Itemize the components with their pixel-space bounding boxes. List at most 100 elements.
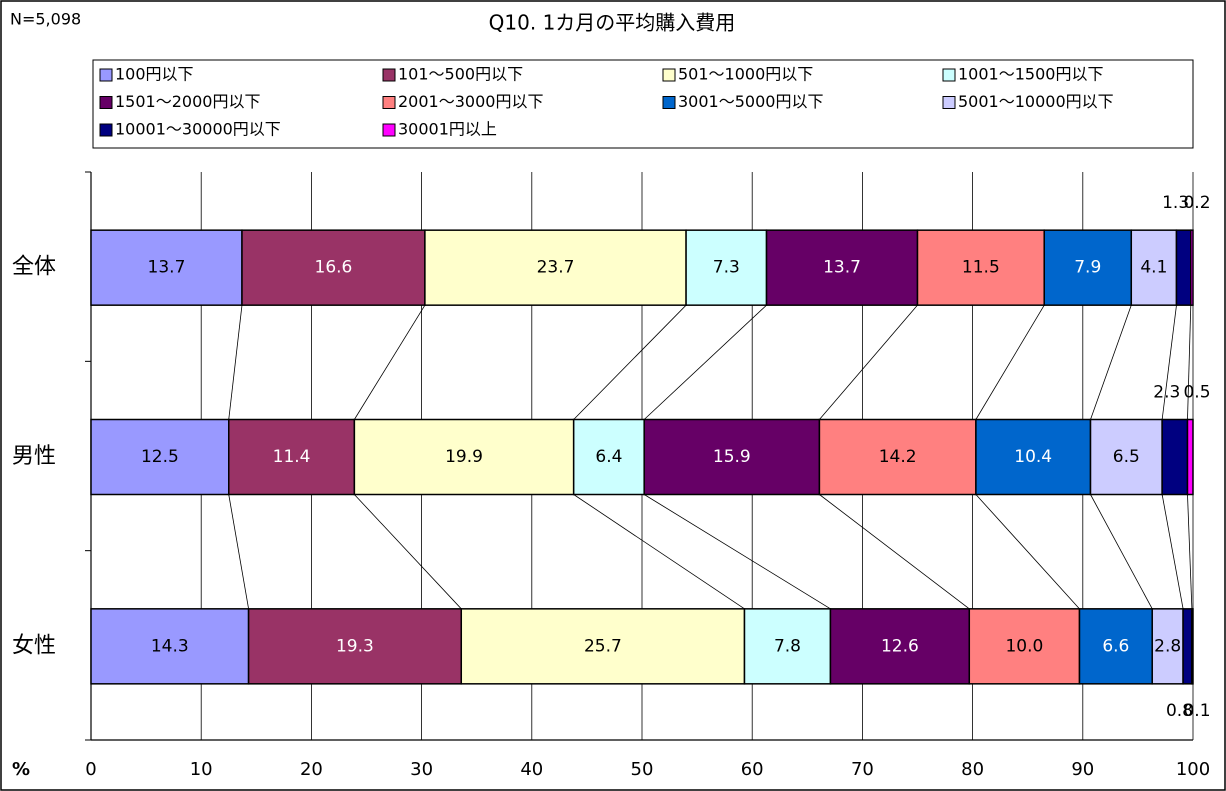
connector-line bbox=[1161, 494, 1184, 609]
data-label: 1.3 bbox=[1162, 193, 1189, 213]
x-tick-label: 40 bbox=[520, 759, 543, 780]
legend-label: 30001円以上 bbox=[398, 120, 497, 139]
data-label: 16.6 bbox=[315, 258, 353, 278]
bar-segment bbox=[1151, 608, 1184, 685]
connector-line bbox=[1187, 305, 1192, 420]
bar-segment bbox=[1191, 608, 1194, 685]
connector-line bbox=[354, 494, 462, 610]
bar-segment bbox=[1190, 229, 1194, 306]
sample-size: N=5,098 bbox=[10, 10, 81, 29]
data-label: 0.1 bbox=[1183, 701, 1210, 721]
bar-segment bbox=[353, 418, 575, 496]
legend-label: 100円以下 bbox=[115, 65, 194, 84]
connector-line bbox=[1187, 494, 1193, 609]
connector-line bbox=[573, 304, 687, 420]
x-tick-label: 0 bbox=[85, 759, 96, 780]
legend-swatch bbox=[382, 68, 396, 82]
bar-segment bbox=[685, 229, 768, 306]
x-tick-label: 70 bbox=[851, 759, 874, 780]
bar-segment bbox=[643, 418, 821, 496]
connector-line bbox=[819, 494, 970, 610]
legend-swatch bbox=[99, 96, 113, 109]
data-label: 13.7 bbox=[823, 258, 861, 278]
connector-line bbox=[1090, 494, 1153, 610]
data-label: 14.2 bbox=[879, 447, 917, 467]
legend-swatch bbox=[662, 68, 676, 82]
x-unit-label: % bbox=[12, 759, 30, 780]
bar-segment bbox=[1175, 229, 1192, 306]
connector-line bbox=[1161, 305, 1177, 420]
bar-segment bbox=[460, 608, 746, 685]
bar-segment bbox=[572, 418, 645, 496]
connector-line bbox=[228, 305, 243, 420]
connector-line bbox=[975, 304, 1045, 420]
data-label: 13.7 bbox=[148, 258, 186, 278]
bar-segment bbox=[1089, 418, 1163, 496]
data-label: 10.4 bbox=[1014, 447, 1052, 467]
data-label: 23.7 bbox=[537, 258, 575, 278]
data-label: 14.3 bbox=[151, 636, 189, 656]
legend-swatch bbox=[662, 96, 676, 109]
data-label: 2.3 bbox=[1153, 383, 1180, 403]
data-label: 12.6 bbox=[881, 636, 919, 656]
legend-label: 5001～10000円以下 bbox=[958, 92, 1114, 111]
connector-line bbox=[975, 494, 1080, 610]
legend-label: 101～500円以下 bbox=[398, 65, 523, 84]
data-label: 6.5 bbox=[1113, 447, 1140, 467]
legend-swatch bbox=[99, 123, 113, 137]
category-label: 全体 bbox=[12, 255, 56, 280]
connector-line bbox=[643, 304, 767, 420]
legend-label: 10001～30000円以下 bbox=[115, 120, 281, 139]
data-label: 12.5 bbox=[141, 447, 179, 467]
data-label: 4.1 bbox=[1140, 258, 1167, 278]
data-label: 6.6 bbox=[1102, 636, 1129, 656]
data-label: 19.3 bbox=[336, 636, 374, 656]
bar-segment bbox=[90, 229, 243, 306]
data-label: 7.8 bbox=[774, 636, 801, 656]
bar-segment bbox=[968, 608, 1081, 685]
legend-swatch bbox=[382, 96, 396, 109]
connector-line bbox=[1090, 305, 1132, 420]
legend-swatch bbox=[99, 68, 113, 82]
connector-line bbox=[228, 494, 249, 609]
data-label: 10.0 bbox=[1005, 636, 1043, 656]
data-label: 0.2 bbox=[1183, 193, 1210, 213]
category-label: 女性 bbox=[12, 633, 56, 658]
data-label: 6.4 bbox=[595, 447, 622, 467]
x-tick-label: 60 bbox=[741, 759, 764, 780]
connector-line bbox=[573, 494, 745, 610]
connector-line bbox=[819, 304, 918, 420]
bar-segment bbox=[1161, 418, 1189, 496]
legend bbox=[92, 59, 1194, 149]
x-tick-label: 90 bbox=[1071, 759, 1094, 780]
data-label: 7.3 bbox=[713, 258, 740, 278]
data-label: 19.9 bbox=[445, 447, 483, 467]
data-label: 11.5 bbox=[962, 258, 1000, 278]
connector-line bbox=[354, 304, 426, 420]
bar-segment bbox=[90, 608, 250, 685]
bar-segment bbox=[1078, 608, 1153, 685]
data-label: 0.5 bbox=[1183, 383, 1210, 403]
bar-segment bbox=[1043, 229, 1133, 306]
data-label: 0.8 bbox=[1166, 701, 1193, 721]
bar-segment bbox=[1186, 418, 1194, 496]
category-label: 男性 bbox=[12, 444, 56, 469]
bar-segment bbox=[743, 608, 832, 685]
legend-label: 1001～1500円以下 bbox=[958, 65, 1103, 84]
data-label: 11.4 bbox=[273, 447, 311, 467]
bar-segment bbox=[90, 418, 230, 496]
legend-swatch bbox=[382, 123, 396, 137]
bar-segment bbox=[1182, 608, 1193, 685]
x-tick-label: 80 bbox=[961, 759, 984, 780]
bar-segment bbox=[1130, 229, 1178, 306]
connector-line bbox=[643, 494, 831, 610]
legend-label: 1501～2000円以下 bbox=[115, 92, 260, 111]
bar-segment bbox=[228, 418, 356, 496]
data-label: 7.9 bbox=[1074, 258, 1101, 278]
x-tick-label: 10 bbox=[190, 759, 213, 780]
bar-segment bbox=[818, 418, 977, 496]
x-tick-label: 100 bbox=[1176, 759, 1210, 780]
legend-label: 3001～5000円以下 bbox=[678, 92, 823, 111]
legend-label: 2001～3000円以下 bbox=[398, 92, 543, 111]
